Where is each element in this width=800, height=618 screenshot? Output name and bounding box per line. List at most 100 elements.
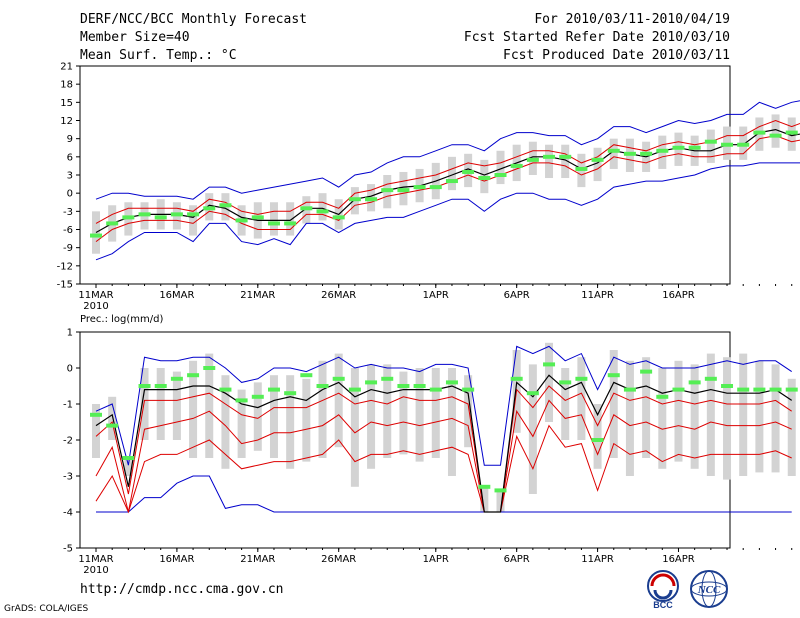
- climate-marker: [397, 384, 410, 388]
- climate-marker: [170, 212, 183, 217]
- forecast-produced-label: Fcst Produced Date 2010/03/11: [503, 48, 730, 63]
- spread-box: [739, 353, 748, 476]
- climate-marker: [721, 384, 734, 388]
- x-tick-label: 11MAR: [78, 290, 113, 301]
- spread-box: [367, 364, 376, 469]
- climate-marker: [251, 394, 264, 399]
- climate-marker: [365, 197, 378, 202]
- spread-box: [658, 368, 667, 469]
- grads-credit: GrADS: COLA/IGES: [4, 604, 89, 614]
- y-tick-label: 3: [67, 171, 73, 182]
- climate-marker: [543, 362, 556, 367]
- spread-box: [302, 378, 311, 462]
- climate-marker: [559, 380, 572, 385]
- spread-box: [625, 360, 634, 476]
- spread-box: [269, 202, 278, 236]
- climate-marker: [656, 394, 669, 399]
- footer-url[interactable]: http://cmdp.ncc.cma.gov.cn: [80, 582, 284, 597]
- precip-chart-title: Prec.: log(mm/d): [80, 314, 163, 325]
- climate-marker: [267, 221, 280, 226]
- spread-box: [124, 458, 133, 476]
- climate-marker: [300, 206, 313, 211]
- spread-box: [92, 211, 100, 254]
- climate-marker: [526, 157, 539, 162]
- spread-box: [593, 404, 602, 469]
- climate-marker: [688, 380, 701, 385]
- x-tick-label: 16APR: [662, 554, 695, 565]
- climate-marker: [284, 391, 297, 396]
- climate-marker: [106, 221, 119, 226]
- climate-marker: [656, 148, 669, 153]
- spread-box: [690, 364, 699, 469]
- climate-marker: [413, 185, 426, 190]
- climate-marker: [381, 376, 394, 381]
- spread-box: [383, 364, 392, 458]
- spread-box: [318, 360, 327, 458]
- y-tick-label: 18: [60, 80, 73, 91]
- climate-marker: [494, 488, 507, 493]
- ncc-logo-text: NCC: [697, 584, 721, 596]
- climate-marker: [154, 384, 167, 388]
- climate-marker: [235, 218, 248, 223]
- climate-marker: [543, 154, 556, 159]
- spread-box: [140, 368, 149, 440]
- climate-marker: [623, 151, 636, 156]
- climate-marker: [753, 130, 766, 135]
- spread-box: [755, 360, 764, 473]
- climate-marker: [138, 384, 151, 388]
- y-tick-label: 9: [67, 134, 73, 145]
- spread-box: [447, 156, 456, 191]
- climate-marker: [721, 142, 734, 147]
- spread-box: [253, 382, 262, 451]
- climate-marker: [785, 130, 798, 135]
- spread-box: [431, 368, 440, 458]
- climate-marker: [267, 387, 280, 392]
- climate-marker: [704, 376, 717, 381]
- spread-box: [108, 396, 117, 440]
- spread-box: [480, 486, 489, 512]
- climate-marker: [640, 151, 653, 156]
- spread-box: [787, 378, 796, 476]
- climate-marker: [478, 176, 491, 181]
- spread-box: [545, 342, 554, 422]
- y-tick-label: -15: [57, 280, 73, 291]
- climate-marker: [672, 145, 685, 150]
- y-tick-label: -3: [63, 472, 73, 483]
- y-tick-label: -3: [63, 207, 73, 218]
- spread-box: [205, 353, 214, 458]
- member-size-label: Member Size=40: [80, 30, 190, 45]
- lowest-stddev-line: [95, 424, 792, 514]
- climate-marker: [575, 166, 588, 171]
- climate-marker: [316, 209, 329, 214]
- spread-box: [334, 353, 343, 448]
- climate-marker: [623, 387, 636, 392]
- y-tick-label: 15: [60, 98, 73, 109]
- spread-box: [92, 404, 100, 458]
- x-tick-label: 16MAR: [159, 290, 194, 301]
- climate-marker: [413, 384, 426, 388]
- climate-marker: [187, 373, 200, 378]
- spread-box: [496, 150, 505, 185]
- climate-marker: [235, 398, 248, 403]
- climate-marker: [365, 380, 378, 385]
- climate-marker: [381, 188, 394, 193]
- climate-marker: [154, 215, 167, 220]
- y-tick-label: -6: [63, 225, 73, 236]
- x-tick-label: 11MAR: [78, 554, 113, 565]
- climate-marker: [300, 373, 313, 378]
- spread-box: [561, 368, 570, 440]
- climate-marker: [219, 203, 232, 208]
- climate-marker: [170, 376, 183, 381]
- spread-box: [172, 371, 181, 440]
- climate-marker: [203, 206, 216, 211]
- climate-marker: [607, 148, 620, 153]
- spread-box: [706, 129, 715, 163]
- spread-box: [545, 144, 554, 179]
- spread-box: [609, 138, 618, 169]
- climate-marker: [769, 387, 782, 392]
- x-tick-label: 6APR: [504, 554, 530, 565]
- spread-box: [286, 202, 295, 236]
- y-tick-label: -12: [57, 261, 73, 272]
- x-tick-year: 2010: [83, 565, 108, 576]
